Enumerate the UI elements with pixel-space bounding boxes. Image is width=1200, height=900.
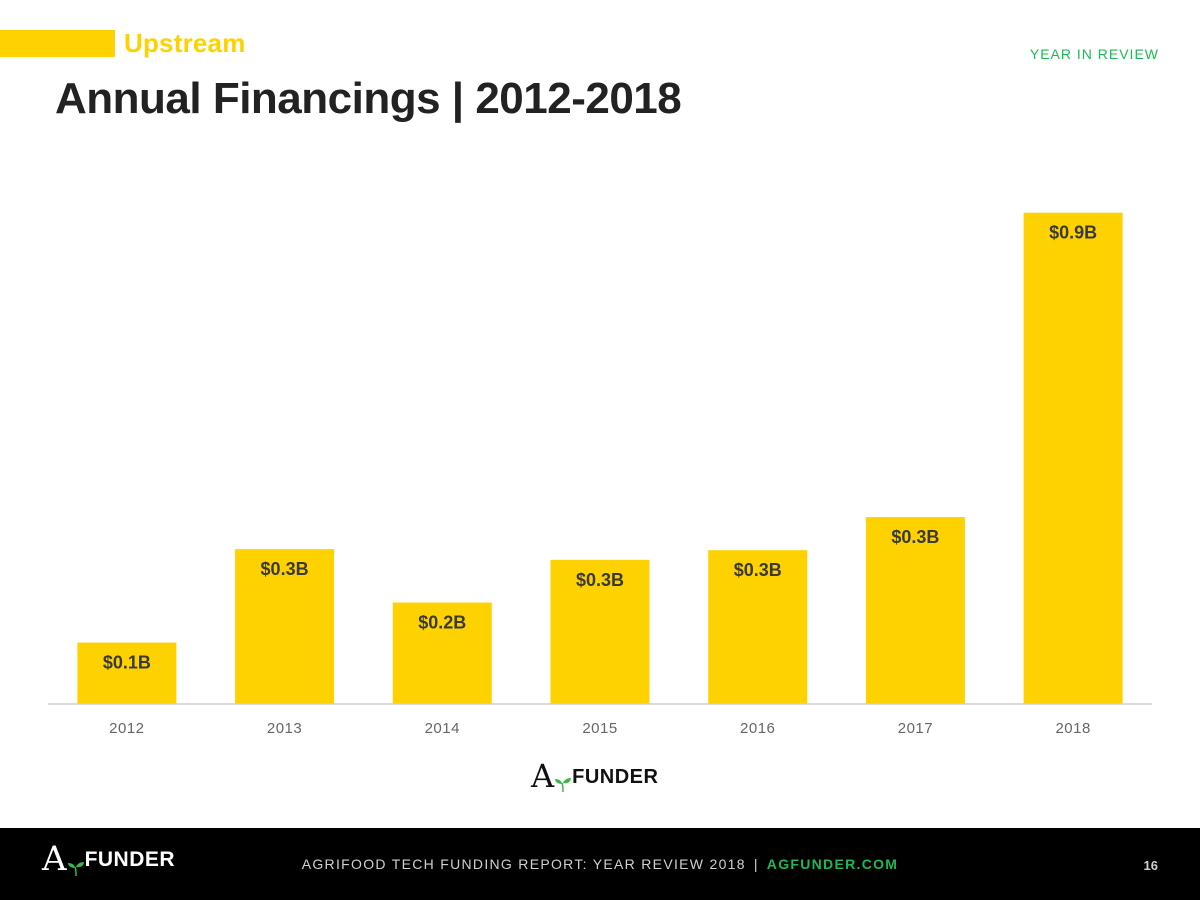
footer-separator: | (753, 856, 759, 872)
data-label-2015: $0.3B (576, 570, 624, 590)
footer-report-title-line: AGRIFOOD TECH FUNDING REPORT: YEAR REVIE… (0, 856, 1200, 872)
data-label-2012: $0.1B (103, 653, 151, 673)
logo-wordmark: FUNDER (572, 766, 659, 788)
data-label-2016: $0.3B (734, 560, 782, 580)
x-tick-2017: 2017 (898, 720, 933, 737)
x-tick-2013: 2013 (267, 720, 302, 737)
section-label: Upstream (124, 28, 246, 58)
x-tick-2018: 2018 (1055, 720, 1090, 737)
accent-bar (0, 30, 115, 57)
bar-chart: $0.1B 2012 $0.3B 2013 $0.2B 2014 $0.3B 2015 $0.3… (48, 212, 1152, 737)
bar-2017 (865, 517, 965, 704)
data-label-2014: $0.2B (418, 613, 466, 633)
data-label-2018: $0.9B (1049, 223, 1097, 243)
x-tick-2014: 2014 (425, 720, 460, 737)
data-label-2013: $0.3B (261, 559, 309, 579)
page-number: 16 (1143, 858, 1158, 873)
page-title: Annual Financings | 2012-2018 (55, 74, 682, 123)
x-tick-2016: 2016 (740, 720, 775, 737)
footer-logo-wordmark: FUNDER (84, 848, 176, 871)
footer-agfunder-logo: A FUNDER (42, 839, 176, 879)
bar-2018 (1023, 212, 1123, 704)
footer-report-title: AGRIFOOD TECH FUNDING REPORT: YEAR REVIE… (301, 856, 746, 872)
data-label-2017: $0.3B (891, 527, 939, 547)
agfunder-logo: A FUNDER (531, 757, 659, 795)
footer-url-link[interactable]: AGFUNDER.COM (766, 856, 899, 872)
bar-2015 (550, 559, 650, 704)
footer: A FUNDER AGRIFOOD TECH FUNDING REPORT: Y… (0, 828, 1200, 900)
logo-initial: A (531, 757, 555, 795)
bar-2014 (392, 602, 492, 704)
x-tick-2015: 2015 (582, 720, 617, 737)
bar-2012 (77, 642, 177, 704)
footer-logo-initial: A (42, 839, 67, 879)
sprout-icon (554, 778, 572, 793)
bar-2016 (708, 550, 808, 704)
bar-2013 (235, 549, 335, 704)
x-tick-2012: 2012 (109, 720, 144, 737)
footer-sprout-icon (67, 862, 85, 877)
year-in-review-label: YEAR IN REVIEW (1029, 46, 1159, 62)
